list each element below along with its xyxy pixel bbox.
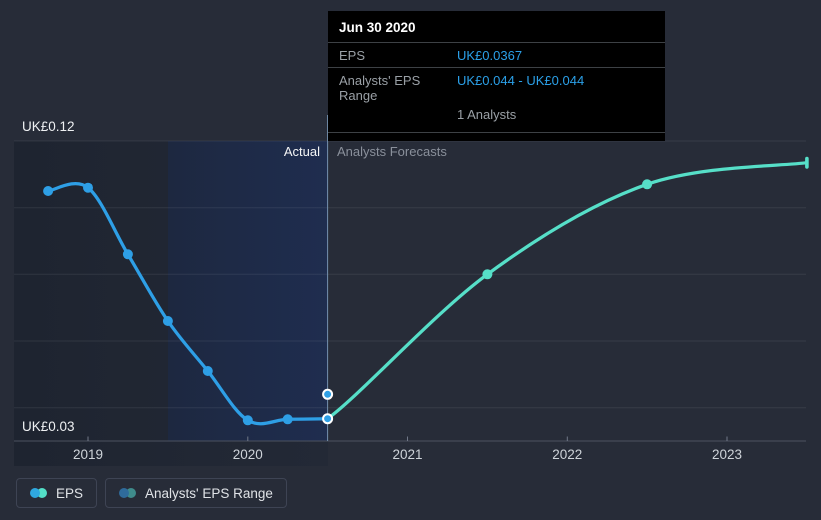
range-series-icon: [119, 488, 137, 498]
eps-series-icon: [30, 488, 47, 498]
eps-highlight-point[interactable]: [322, 413, 334, 425]
forecast-line: [325, 161, 809, 421]
legend: EPS Analysts' EPS Range: [16, 478, 287, 508]
legend-range-button[interactable]: Analysts' EPS Range: [105, 478, 287, 508]
tooltip-footer-divider: [328, 132, 665, 133]
eps-data-point[interactable]: [83, 182, 93, 193]
eps-data-point[interactable]: [43, 186, 54, 196]
eps-data-point[interactable]: [202, 366, 213, 376]
tooltip: Jun 30 2020 EPS UK£0.0367 Analysts' EPS …: [328, 11, 665, 141]
legend-range-label: Analysts' EPS Range: [145, 485, 273, 501]
tooltip-eps-value: UK£0.0367: [457, 48, 523, 63]
tooltip-eps-label: EPS: [339, 48, 366, 63]
tooltip-analysts-row: 1 Analysts: [328, 107, 665, 132]
legend-eps-label: EPS: [56, 485, 84, 501]
eps-data-point[interactable]: [282, 414, 293, 425]
actual-section-label: Actual: [283, 144, 320, 159]
forecast-section-label: Analysts Forecasts: [337, 144, 447, 159]
tooltip-date: Jun 30 2020: [339, 20, 416, 35]
tooltip-eps-row: EPS UK£0.0367: [328, 42, 665, 67]
eps-data-point[interactable]: [242, 415, 253, 426]
tooltip-range-row: Analysts' EPS Range UK£0.044 - UK£0.044: [328, 67, 665, 107]
x-tick-label: 2021: [392, 447, 423, 462]
tooltip-range-label: Analysts' EPS Range: [339, 73, 421, 103]
range-highlight-point[interactable]: [322, 388, 334, 400]
legend-eps-button[interactable]: EPS: [16, 478, 98, 508]
y-axis-label-bottom: UK£0.03: [22, 419, 75, 434]
y-axis-label-top: UK£0.12: [22, 119, 75, 134]
eps-data-point[interactable]: [162, 316, 173, 326]
eps-data-point[interactable]: [122, 249, 133, 260]
x-tick-label: 2020: [232, 447, 263, 462]
x-tick-label: 2023: [711, 447, 743, 462]
forecast-data-point[interactable]: [642, 179, 653, 190]
tooltip-range-value: UK£0.044 - UK£0.044: [457, 73, 585, 88]
tooltip-analysts-count: 1 Analysts: [457, 107, 517, 122]
forecast-data-point[interactable]: [482, 269, 493, 280]
x-tick-label: 2022: [552, 447, 583, 462]
eps-line: [46, 182, 330, 426]
forecast-end-cap: [805, 156, 809, 169]
actual-period-band: [167, 141, 328, 441]
x-tick-label: 2019: [72, 447, 104, 462]
